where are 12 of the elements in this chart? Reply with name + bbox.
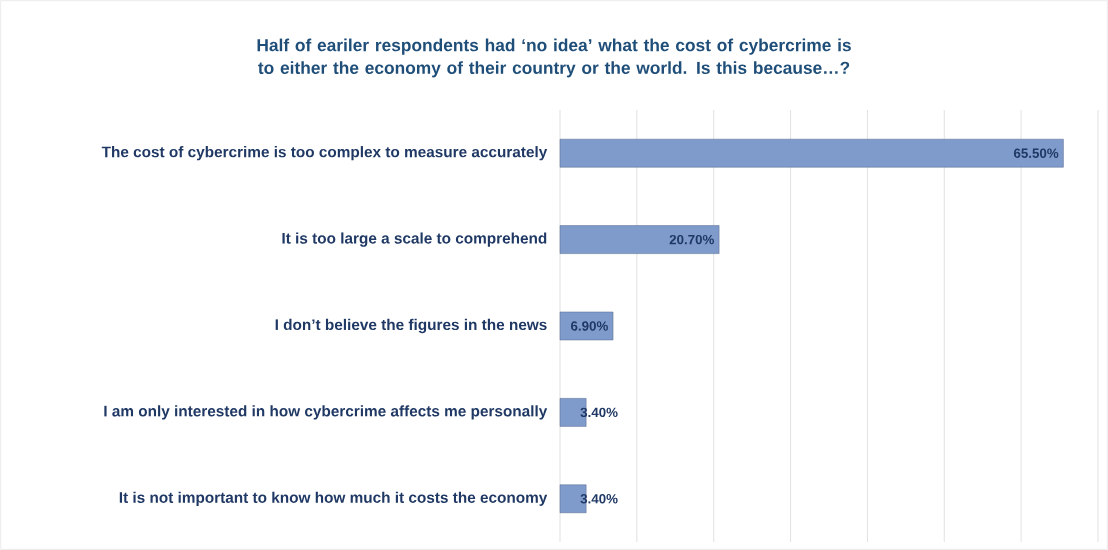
bar — [559, 225, 720, 254]
y-tick-label: It is not important to know how much it costs the economy — [119, 491, 548, 506]
bar — [559, 311, 614, 341]
chart-title: Half of eariler respondents had ‘no idea’ what the cost of cybercrime is to either the economy of their country or the world. Is this because…? — [257, 38, 851, 78]
bar — [559, 138, 1064, 168]
y-tick-label: I don’t believe the figures in the news — [275, 318, 547, 334]
y-tick-label: The cost of cybercrime is too complex to measure accurately — [101, 146, 548, 161]
y-tick-label: It is too large a scale to comprehend — [282, 232, 547, 247]
y-tick-label: I am only interested in how cybercrime affects me personally — [104, 405, 548, 420]
data-label: 65.50% — [1013, 148, 1059, 158]
data-label: 20.70% — [669, 234, 715, 245]
data-label: 6.90% — [570, 321, 608, 331]
